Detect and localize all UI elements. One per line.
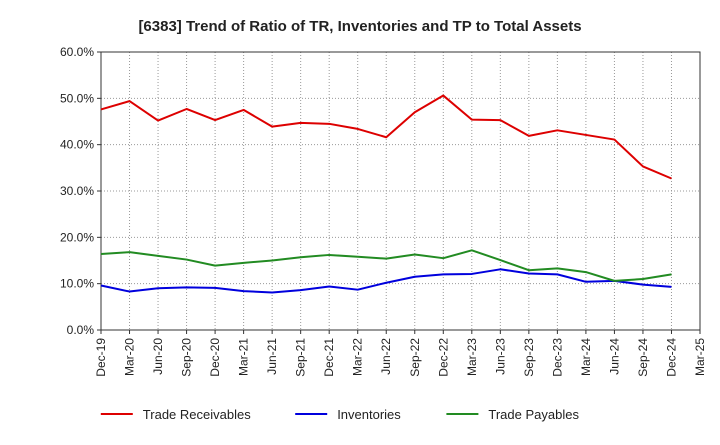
y-tick-label: 20.0% (60, 230, 94, 244)
y-tick-label: 40.0% (60, 138, 94, 152)
y-tick-label: 60.0% (60, 45, 94, 59)
x-tick-label: Mar-21 (237, 338, 251, 376)
x-tick-label: Sep-22 (408, 338, 422, 377)
legend-label-inventories: Inventories (337, 407, 401, 422)
series-line-inventories (100, 268, 672, 294)
x-tick-label: Dec-20 (208, 338, 222, 377)
y-tick-label: 10.0% (60, 277, 94, 291)
plot-area: 0.0% 10.0% 20.0% 30.0% 40.0% 50.0% 60.0% Dec-19… (60, 45, 707, 377)
x-tick-label: Sep-20 (180, 338, 194, 377)
y-tick-label: 30.0% (60, 184, 94, 198)
x-tick-label: Dec-19 (94, 338, 108, 377)
legend-label-trade-payables: Trade Payables (488, 407, 579, 422)
x-tick-label: Dec-24 (664, 338, 678, 377)
x-tick-label: Sep-21 (294, 338, 308, 377)
x-tick-label: Mar-22 (351, 338, 365, 376)
y-tick-label: 50.0% (60, 91, 94, 105)
x-tick-label: Jun-24 (607, 338, 621, 375)
x-tick-label: Jun-22 (379, 338, 393, 375)
x-tick-label: Dec-23 (550, 338, 564, 377)
x-tick-label: Jun-21 (265, 338, 279, 375)
x-tick-label: Dec-22 (436, 338, 450, 377)
series-line-trade-receivables (100, 94, 672, 180)
x-tick-label: Dec-21 (322, 338, 336, 377)
x-tick-label: Sep-23 (522, 338, 536, 377)
x-tick-label: Mar-24 (579, 338, 593, 376)
legend: Trade Receivables Inventories Trade Payabl… (100, 407, 579, 422)
series-line-trade-payables (100, 249, 672, 282)
x-tick-label: Sep-24 (636, 338, 650, 377)
x-tick-label: Jun-23 (493, 338, 507, 375)
legend-label-trade-receivables: Trade Receivables (143, 407, 251, 422)
x-tick-label: Mar-25 (693, 338, 707, 376)
x-tick-label: Mar-23 (465, 338, 479, 376)
y-tick-label: 0.0% (67, 323, 95, 337)
chart-title: [6383] Trend of Ratio of TR, Inventories… (138, 18, 581, 35)
x-tick-label: Mar-20 (123, 338, 137, 376)
x-tick-label: Jun-20 (151, 338, 165, 375)
